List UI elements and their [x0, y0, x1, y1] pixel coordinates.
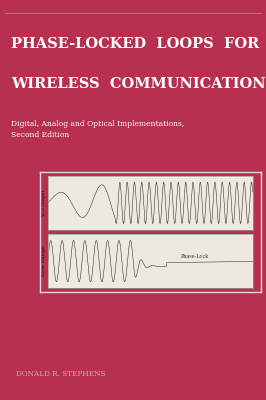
Text: Phase-Lock: Phase-Lock — [181, 254, 209, 260]
Text: Error Voltage: Error Voltage — [42, 246, 46, 276]
Text: Digital, Analog and Optical Implementations,
Second Edition: Digital, Analog and Optical Implementati… — [11, 120, 184, 139]
Text: PHASE-LOCKED  LOOPS  FOR: PHASE-LOCKED LOOPS FOR — [11, 37, 259, 51]
Text: WIRELESS  COMMUNICATIONS: WIRELESS COMMUNICATIONS — [11, 77, 266, 91]
Text: DONALD R. STEPHENS: DONALD R. STEPHENS — [16, 370, 105, 378]
Text: VCO Output: VCO Output — [42, 189, 46, 216]
